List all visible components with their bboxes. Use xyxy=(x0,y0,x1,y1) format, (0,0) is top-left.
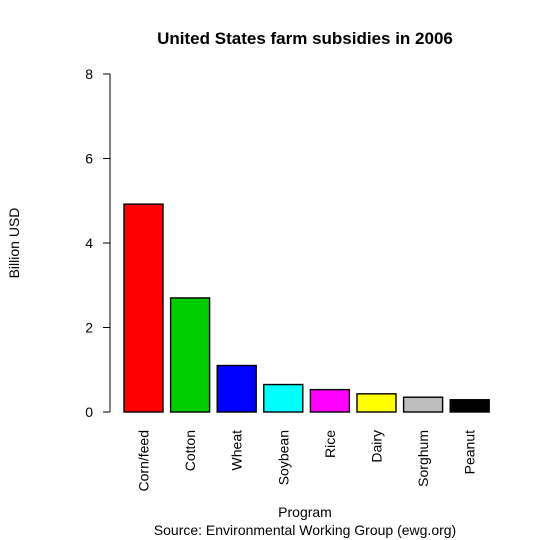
x-tick-label: Peanut xyxy=(462,430,478,474)
y-tick-label: 4 xyxy=(85,235,93,251)
bar-wheat xyxy=(216,364,257,413)
source-caption: Source: Environmental Working Group (ewg… xyxy=(154,522,456,538)
chart-title: United States farm subsidies in 2006 xyxy=(157,29,453,48)
y-axis-label: Billion USD xyxy=(6,208,22,279)
bar-soybean xyxy=(263,383,304,413)
x-tick-label: Dairy xyxy=(369,430,385,463)
y-tick-label: 8 xyxy=(85,66,93,82)
bar-cotton xyxy=(169,297,211,413)
x-tick-label: Sorghum xyxy=(415,430,431,487)
y-axis-ticks: 0 2 4 6 8 xyxy=(85,66,110,420)
bar-corn-feed xyxy=(123,203,164,413)
bar-peanut xyxy=(449,399,490,413)
y-tick-label: 6 xyxy=(85,151,93,167)
x-axis-labels: Corn/feed Cotton Wheat Soybean Rice Dairy Sorg… xyxy=(136,430,478,492)
y-tick-label: 0 xyxy=(85,404,93,420)
bar-sorghum xyxy=(402,396,444,413)
x-axis-label: Program xyxy=(278,504,332,520)
x-tick-label: Wheat xyxy=(229,430,245,471)
x-tick-label: Corn/feed xyxy=(136,430,152,491)
bar-dairy xyxy=(356,393,397,413)
x-tick-label: Rice xyxy=(322,430,338,458)
x-tick-label: Soybean xyxy=(275,430,291,485)
bar-rice xyxy=(309,388,351,413)
x-tick-label: Cotton xyxy=(182,430,198,471)
y-tick-label: 2 xyxy=(85,320,93,336)
bars-group xyxy=(123,203,490,413)
